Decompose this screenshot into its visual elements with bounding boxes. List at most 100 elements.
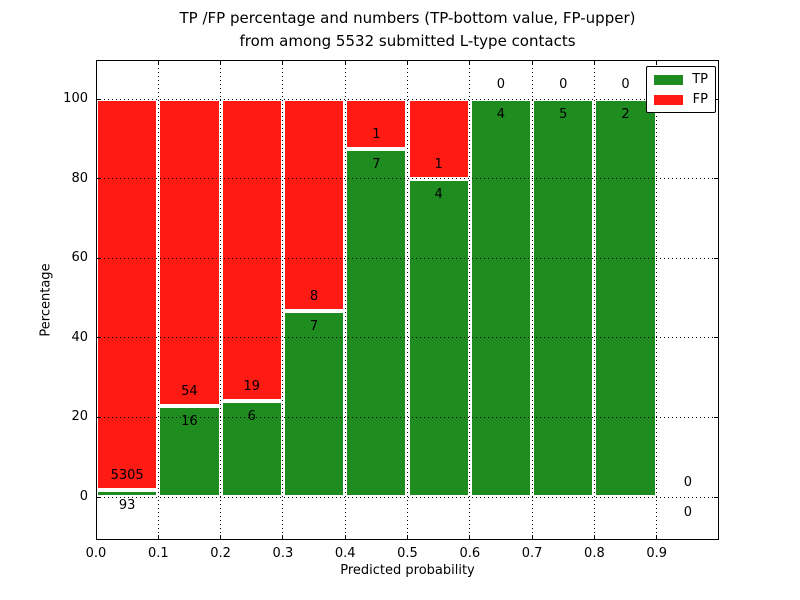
bar-count-label-tp: 0 bbox=[683, 505, 692, 520]
x-tick-label: 0.5 bbox=[397, 546, 418, 561]
y-tick-mark-right bbox=[714, 496, 718, 498]
x-tick-mark bbox=[593, 535, 595, 539]
y-tick-mark-right bbox=[714, 178, 718, 180]
x-tick-mark bbox=[531, 535, 533, 539]
y-tick-label: 80 bbox=[71, 170, 88, 186]
gridline-y bbox=[96, 178, 719, 180]
bar-count-label-tp: 5 bbox=[559, 107, 568, 122]
chart-title: TP /FP percentage and numbers (TP-bottom… bbox=[96, 7, 719, 53]
x-tick-label: 0.3 bbox=[272, 546, 294, 561]
gridline-x bbox=[469, 60, 471, 540]
bar-count-label-fp: 19 bbox=[243, 379, 261, 395]
x-tick-mark bbox=[220, 535, 222, 539]
y-tick-mark-right bbox=[714, 337, 718, 339]
bar-segment-fp bbox=[407, 99, 470, 179]
x-tick-mark bbox=[469, 535, 471, 539]
x-tick-label: 0.8 bbox=[584, 546, 605, 561]
x-tick-mark-top bbox=[282, 61, 284, 65]
bar-count-label-tp: 7 bbox=[309, 319, 319, 335]
bar-count-label-fp: 0 bbox=[496, 77, 506, 92]
fp-legend-label: FP bbox=[692, 92, 708, 107]
bar-count-label-fp: 0 bbox=[621, 77, 630, 92]
bar-count-label-tp: 6 bbox=[247, 409, 256, 425]
y-tick-mark bbox=[97, 337, 101, 339]
y-tick-label: 60 bbox=[71, 250, 88, 266]
bar-segment-tp bbox=[345, 148, 408, 497]
x-tick-mark-top bbox=[531, 61, 533, 65]
bar-count-label-tp: 16 bbox=[181, 414, 198, 430]
y-axis-label: Percentage bbox=[38, 263, 54, 337]
x-tick-label: 0.0 bbox=[85, 546, 107, 561]
bar-count-label-fp: 8 bbox=[309, 289, 319, 305]
x-tick-label: 0.2 bbox=[210, 546, 231, 561]
x-tick-mark bbox=[282, 535, 284, 539]
x-tick-mark-top bbox=[469, 61, 471, 65]
gridline-x bbox=[656, 60, 658, 540]
x-tick-mark-top bbox=[593, 61, 595, 65]
bar-segment-tp bbox=[158, 406, 221, 497]
x-tick-mark bbox=[407, 535, 408, 539]
bar-count-label-fp: 0 bbox=[559, 77, 568, 92]
y-tick-label: 20 bbox=[71, 409, 88, 425]
x-tick-label: 0.9 bbox=[646, 546, 668, 561]
bar-count-label-tp: 7 bbox=[372, 156, 381, 172]
bar-segment-fp bbox=[158, 99, 221, 407]
x-tick-mark-top bbox=[656, 61, 658, 65]
gridline-y bbox=[96, 98, 719, 100]
bar-count-label-fp: 5305 bbox=[110, 468, 144, 484]
y-tick-label: 100 bbox=[63, 91, 88, 106]
bar-segment-fp bbox=[282, 99, 346, 312]
gridline-y bbox=[96, 337, 719, 339]
bar-segment-fp bbox=[220, 99, 283, 402]
x-tick-mark bbox=[157, 535, 159, 539]
x-tick-mark bbox=[95, 535, 97, 539]
bar-count-label-fp: 54 bbox=[181, 384, 198, 400]
bar-count-label-fp: 1 bbox=[372, 126, 381, 142]
bar-count-label-tp: 4 bbox=[434, 186, 443, 202]
x-tick-label: 0.7 bbox=[521, 546, 543, 561]
bar-segment-fp bbox=[345, 99, 408, 149]
tp-legend-label: TP bbox=[692, 72, 708, 87]
bar-count-label-fp: 1 bbox=[434, 156, 443, 172]
y-tick-mark bbox=[97, 496, 101, 498]
bar-segment-tp bbox=[594, 99, 657, 497]
bar-segment-tp bbox=[96, 490, 159, 497]
gridline-x bbox=[220, 60, 222, 540]
legend-item-tp: TP bbox=[654, 73, 708, 86]
y-tick-label: 0 bbox=[79, 489, 88, 504]
x-tick-mark-top bbox=[407, 61, 408, 65]
gridline-x bbox=[593, 60, 595, 540]
gridline-x bbox=[407, 60, 408, 540]
y-tick-mark-right bbox=[714, 416, 718, 418]
tp-legend-swatch bbox=[654, 74, 683, 85]
gridline-y bbox=[96, 416, 719, 418]
x-tick-mark bbox=[344, 535, 346, 539]
gridline-y bbox=[96, 257, 719, 259]
gridline-x bbox=[157, 60, 159, 540]
y-tick-mark bbox=[97, 178, 101, 180]
bar-count-label-fp: 0 bbox=[683, 475, 692, 490]
bar-segment-tp bbox=[469, 99, 533, 497]
x-tick-label: 0.1 bbox=[147, 546, 169, 561]
gridline-x bbox=[282, 60, 284, 540]
chart-title-line2: from among 5532 submitted L-type contact… bbox=[239, 32, 576, 50]
fp-legend-swatch bbox=[654, 94, 683, 105]
bar-segment-tp bbox=[532, 99, 595, 497]
x-tick-label: 0.6 bbox=[459, 546, 481, 561]
x-axis-label: Predicted probability bbox=[340, 563, 475, 578]
legend: TP FP bbox=[646, 66, 716, 113]
y-tick-mark bbox=[97, 98, 101, 100]
bar-count-label-tp: 2 bbox=[621, 107, 630, 122]
y-tick-mark bbox=[97, 416, 101, 418]
y-tick-mark-right bbox=[714, 257, 718, 259]
legend-item-fp: FP bbox=[654, 93, 708, 106]
y-tick-label: 40 bbox=[71, 329, 88, 345]
gridline-x bbox=[344, 60, 346, 540]
x-tick-mark-top bbox=[95, 61, 97, 65]
bar-segment-tp bbox=[282, 311, 346, 497]
x-tick-mark-top bbox=[344, 61, 346, 65]
chart-title-line1: TP /FP percentage and numbers (TP-bottom… bbox=[179, 9, 636, 27]
y-tick-mark bbox=[97, 257, 101, 259]
bar-count-label-tp: 93 bbox=[118, 498, 136, 514]
